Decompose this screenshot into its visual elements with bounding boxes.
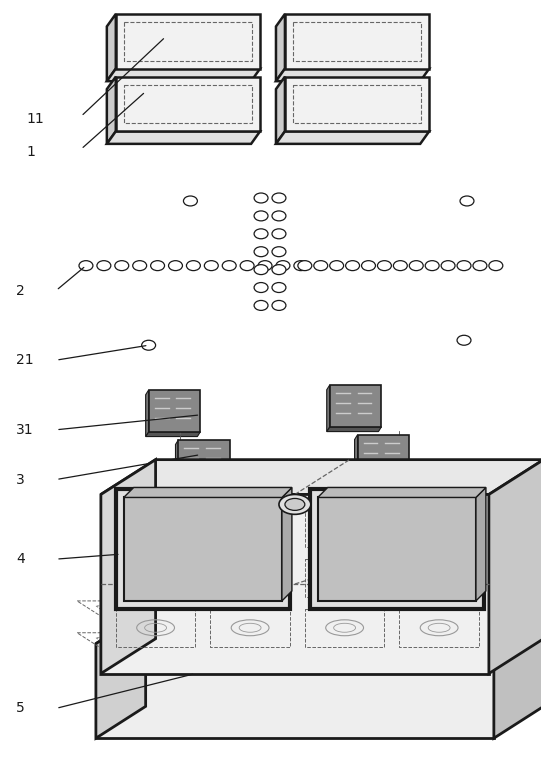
Polygon shape [178, 439, 230, 481]
Polygon shape [96, 612, 146, 738]
Text: 21: 21 [16, 353, 34, 367]
Ellipse shape [254, 283, 268, 292]
Ellipse shape [97, 261, 111, 270]
Polygon shape [354, 435, 358, 481]
Polygon shape [327, 427, 382, 432]
Ellipse shape [441, 261, 455, 270]
Ellipse shape [298, 261, 312, 270]
Ellipse shape [222, 261, 236, 270]
Polygon shape [354, 477, 409, 481]
Ellipse shape [473, 261, 487, 270]
Text: 31: 31 [16, 423, 34, 437]
Ellipse shape [457, 261, 471, 270]
Polygon shape [494, 612, 542, 738]
Ellipse shape [276, 261, 290, 270]
Ellipse shape [489, 261, 503, 270]
Polygon shape [146, 432, 201, 436]
Polygon shape [107, 132, 260, 144]
Polygon shape [176, 439, 178, 486]
Ellipse shape [183, 196, 197, 206]
Polygon shape [96, 612, 542, 643]
Polygon shape [116, 489, 290, 609]
Polygon shape [310, 489, 484, 609]
Ellipse shape [346, 261, 359, 270]
Ellipse shape [330, 261, 344, 270]
Polygon shape [96, 643, 494, 738]
Ellipse shape [254, 193, 268, 203]
Polygon shape [282, 488, 292, 601]
Ellipse shape [314, 261, 328, 270]
Text: 5: 5 [16, 701, 25, 715]
Ellipse shape [254, 265, 268, 274]
Polygon shape [318, 498, 476, 601]
Ellipse shape [254, 301, 268, 310]
Polygon shape [276, 69, 429, 81]
Ellipse shape [204, 261, 218, 270]
Polygon shape [101, 460, 156, 674]
Ellipse shape [285, 499, 305, 510]
Polygon shape [489, 460, 542, 674]
Text: 11: 11 [26, 112, 44, 126]
Text: 2: 2 [16, 284, 25, 298]
Ellipse shape [272, 229, 286, 239]
Polygon shape [101, 460, 542, 495]
Polygon shape [285, 76, 429, 132]
Polygon shape [176, 481, 230, 486]
Polygon shape [101, 495, 489, 674]
Text: 3: 3 [16, 473, 25, 487]
Ellipse shape [254, 229, 268, 239]
Ellipse shape [362, 261, 376, 270]
Text: 1: 1 [26, 145, 35, 159]
Ellipse shape [169, 261, 183, 270]
Ellipse shape [115, 261, 129, 270]
Text: 4: 4 [16, 552, 25, 566]
Polygon shape [149, 390, 201, 432]
Polygon shape [276, 132, 429, 144]
Ellipse shape [79, 261, 93, 270]
Ellipse shape [460, 196, 474, 206]
Ellipse shape [141, 340, 156, 351]
Polygon shape [107, 76, 116, 144]
Polygon shape [276, 14, 285, 81]
Polygon shape [358, 435, 409, 477]
Polygon shape [124, 488, 292, 498]
Polygon shape [116, 76, 260, 132]
Ellipse shape [254, 211, 268, 221]
Ellipse shape [457, 335, 471, 345]
Ellipse shape [377, 261, 391, 270]
Polygon shape [285, 14, 429, 69]
Ellipse shape [272, 265, 286, 274]
Polygon shape [330, 385, 382, 427]
Polygon shape [276, 76, 285, 144]
Ellipse shape [272, 283, 286, 292]
Polygon shape [327, 385, 330, 432]
Ellipse shape [133, 261, 147, 270]
Polygon shape [107, 69, 260, 81]
Ellipse shape [425, 261, 439, 270]
Polygon shape [124, 498, 282, 601]
Polygon shape [107, 14, 116, 81]
Ellipse shape [279, 495, 311, 514]
Polygon shape [146, 390, 149, 436]
Ellipse shape [186, 261, 201, 270]
Ellipse shape [258, 261, 272, 270]
Ellipse shape [409, 261, 423, 270]
Polygon shape [476, 488, 486, 601]
Ellipse shape [254, 247, 268, 257]
Ellipse shape [393, 261, 407, 270]
Polygon shape [318, 488, 486, 498]
Ellipse shape [294, 261, 308, 270]
Ellipse shape [151, 261, 165, 270]
Ellipse shape [272, 211, 286, 221]
Ellipse shape [272, 193, 286, 203]
Polygon shape [116, 14, 260, 69]
Ellipse shape [240, 261, 254, 270]
Ellipse shape [272, 301, 286, 310]
Ellipse shape [272, 247, 286, 257]
